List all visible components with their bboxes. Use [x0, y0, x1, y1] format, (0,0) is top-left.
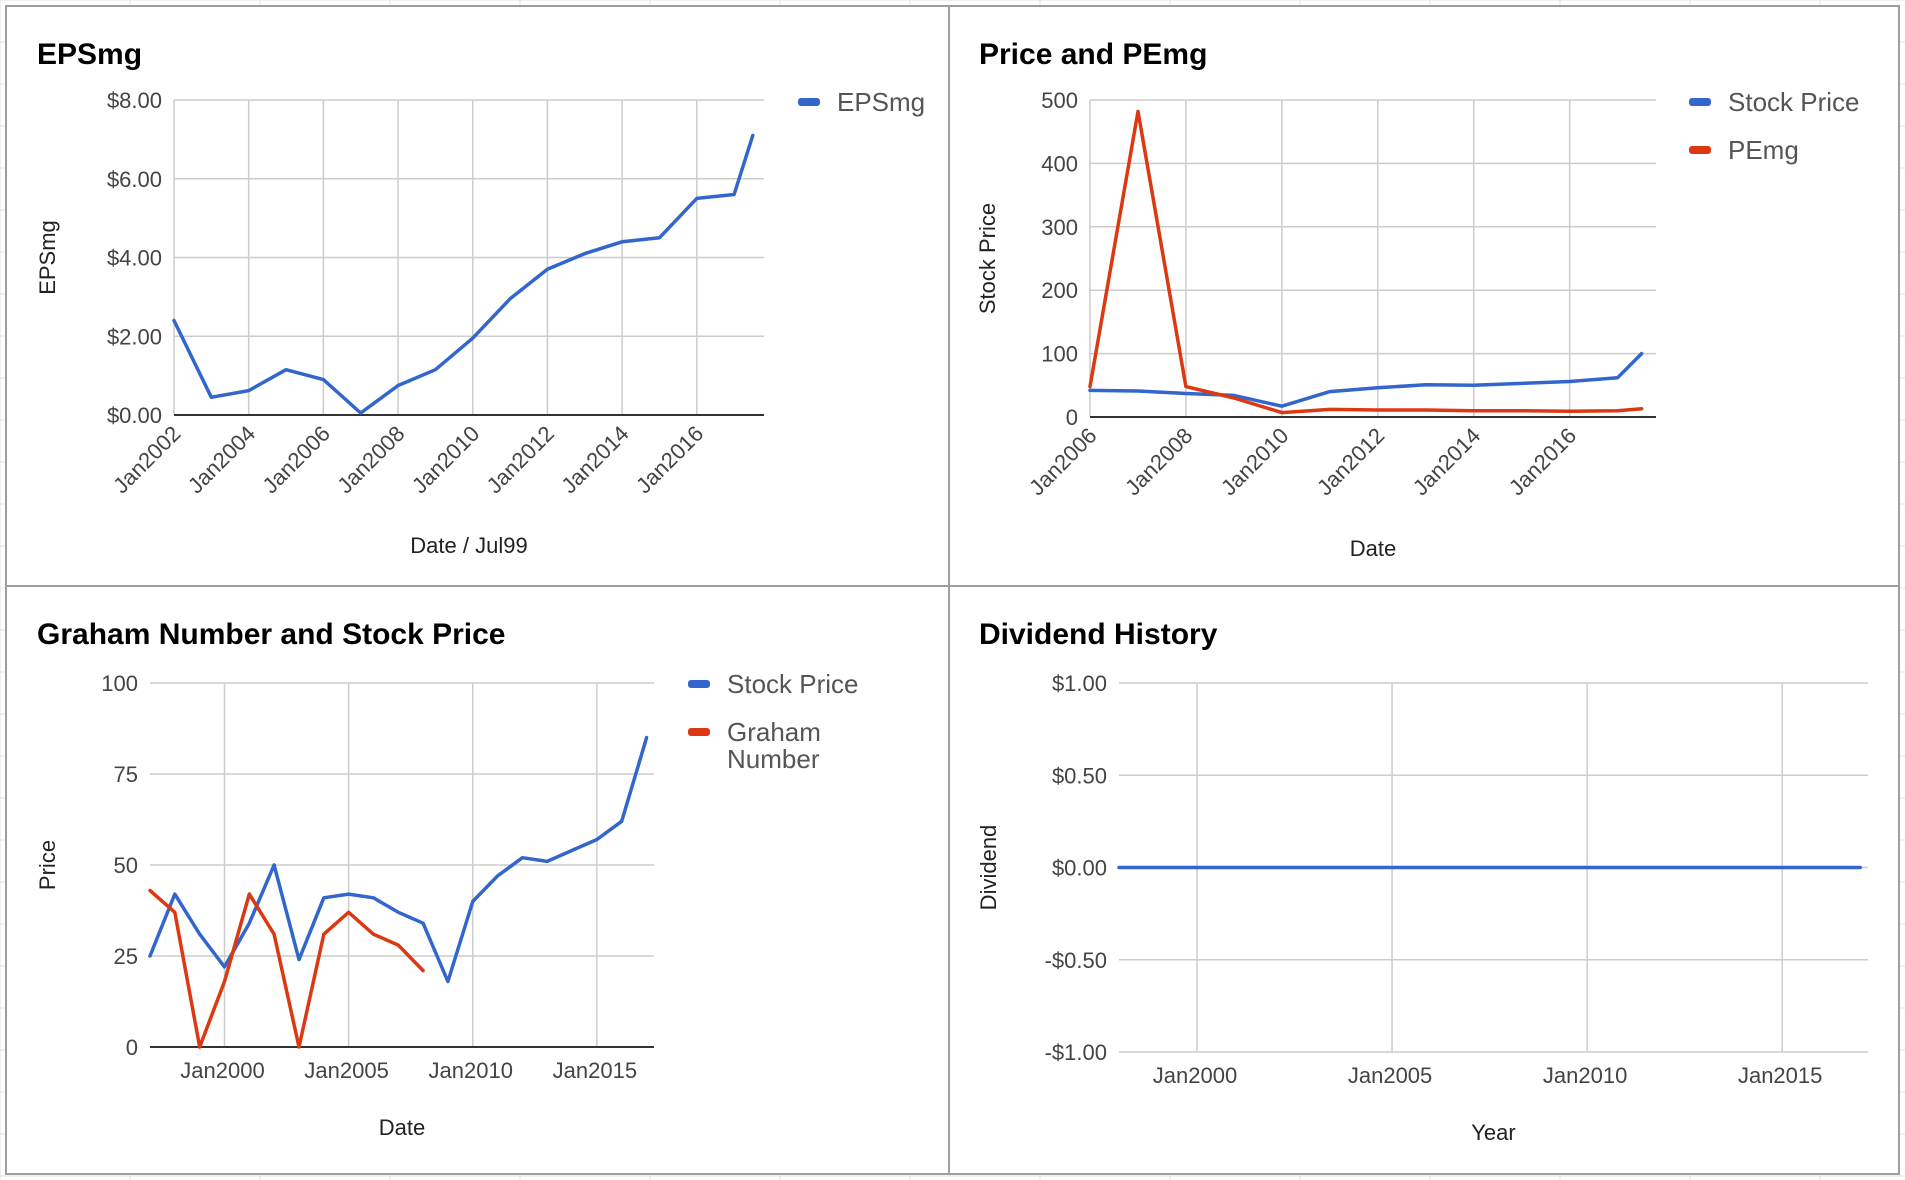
y-axis-title: Dividend: [976, 825, 1001, 911]
stock-price-legend-swatch: [688, 680, 710, 688]
y-tick-label: -$0.50: [1045, 948, 1107, 973]
chart-title: EPSmg: [37, 38, 142, 71]
x-tick-label: Jan2015: [553, 1058, 637, 1083]
x-tick-label: Jan2016: [1504, 423, 1581, 500]
x-tick-label: Jan2010: [429, 1058, 513, 1083]
chart-panel-dividend[interactable]: Dividend History -$1.00 -$0.50 $0.00 $0.50 $1…: [948, 585, 1900, 1175]
y-tick-label: -$1.00: [1045, 1040, 1107, 1065]
pemg-legend-label: PEmg: [1728, 135, 1799, 165]
x-tick-label: Jan2005: [304, 1058, 388, 1083]
epsmg-chart: EPSmg$0.00$2.00$4.00$6.00$8.00Jan2002Jan…: [35, 38, 925, 558]
epsmg-legend-swatch: [798, 98, 820, 106]
epsmg-legend-label: EPSmg: [837, 87, 925, 117]
y-tick-label: $0.00: [1052, 856, 1107, 881]
y-tick-label: 0: [126, 1035, 138, 1060]
chart-panel-epsmg[interactable]: EPSmg $0.00 $2.00 $4.00 $6.00 $8.00 Jan2002 Jan…: [5, 5, 950, 587]
x-tick-label: Jan2008: [332, 421, 409, 498]
x-tick-label: Jan2004: [183, 421, 260, 498]
x-tick-label: Jan2002: [108, 421, 185, 498]
y-tick-label: 100: [1041, 342, 1078, 367]
y-tick-label: 0: [1066, 405, 1078, 430]
x-tick-label: Jan2014: [1408, 423, 1485, 500]
x-axis-title: Year: [1471, 1120, 1515, 1145]
y-tick-label: 100: [101, 671, 138, 696]
y-tick-label: 25: [114, 944, 138, 969]
y-tick-label: $0.00: [107, 403, 162, 428]
x-tick-label: Jan2006: [1024, 423, 1101, 500]
x-tick-label: Jan2015: [1738, 1063, 1822, 1088]
y-tick-label: $8.00: [107, 88, 162, 113]
y-tick-label: 50: [114, 853, 138, 878]
pemg-legend-swatch: [1689, 146, 1711, 154]
x-tick-label: Jan2008: [1120, 423, 1197, 500]
x-tick-label: Jan2014: [556, 421, 633, 498]
chart-title: Graham Number and Stock Price: [37, 618, 506, 651]
dividend-history-chart: Dividend History -$1.00 -$0.50 $0.00 $0.50 $1…: [976, 618, 1868, 1145]
graham-number-legend-label: Graham: [727, 717, 821, 747]
y-axis-title: Stock Price: [975, 203, 1000, 314]
x-tick-label: Jan2000: [1153, 1063, 1237, 1088]
epsmg-series-line: [172, 133, 755, 415]
y-tick-label: $4.00: [107, 246, 162, 271]
graham-number-series-line: [148, 888, 425, 1049]
x-tick-label: Jan2000: [180, 1058, 264, 1083]
stock-price-legend-label: Stock Price: [727, 669, 859, 699]
graham-number-chart: Graham Number and Stock Price 0 25 50 75 100 J…: [35, 618, 859, 1140]
y-tick-label: $0.50: [1052, 763, 1107, 788]
x-axis-title: Date: [1350, 536, 1396, 561]
y-tick-label: $6.00: [107, 167, 162, 192]
x-tick-label: Jan2010: [1543, 1063, 1627, 1088]
y-axis-title: Price: [35, 840, 60, 890]
x-tick-label: Jan2016: [631, 421, 708, 498]
graham-number-legend-swatch: [688, 728, 710, 736]
y-axis-title: EPSmg: [35, 220, 60, 295]
chart-panel-price-pemg[interactable]: Price and PEmg 0 100 200 300 400 500 Jan2006 Jan…: [948, 5, 1900, 587]
y-tick-label: 200: [1041, 278, 1078, 303]
y-tick-label: 400: [1041, 151, 1078, 176]
y-tick-label: 300: [1041, 215, 1078, 240]
y-tick-label: $2.00: [107, 324, 162, 349]
x-tick-label: Jan2012: [1312, 423, 1389, 500]
pemg-series-line: [1088, 109, 1644, 415]
x-axis-title: Date / Jul99: [410, 533, 527, 558]
x-tick-label: Jan2010: [407, 421, 484, 498]
chart-title: Price and PEmg: [979, 38, 1207, 71]
y-tick-label: 75: [114, 762, 138, 787]
x-tick-label: Jan2006: [258, 421, 335, 498]
x-tick-label: Jan2005: [1348, 1063, 1432, 1088]
chart-panel-graham[interactable]: Graham Number and Stock Price 0 25 50 75 100 J…: [5, 585, 950, 1175]
x-axis-title: Date: [379, 1115, 425, 1140]
chart-title: Dividend History: [979, 618, 1218, 651]
y-tick-label: $1.00: [1052, 671, 1107, 696]
x-tick-label: Jan2010: [1216, 423, 1293, 500]
graham-number-legend-label: Number: [727, 744, 820, 774]
x-tick-label: Jan2012: [482, 421, 559, 498]
y-tick-label: 500: [1041, 88, 1078, 113]
stock-price-legend-swatch: [1689, 98, 1711, 106]
stock-price-series-line: [1088, 351, 1644, 408]
stock-price-legend-label: Stock Price: [1728, 87, 1860, 117]
